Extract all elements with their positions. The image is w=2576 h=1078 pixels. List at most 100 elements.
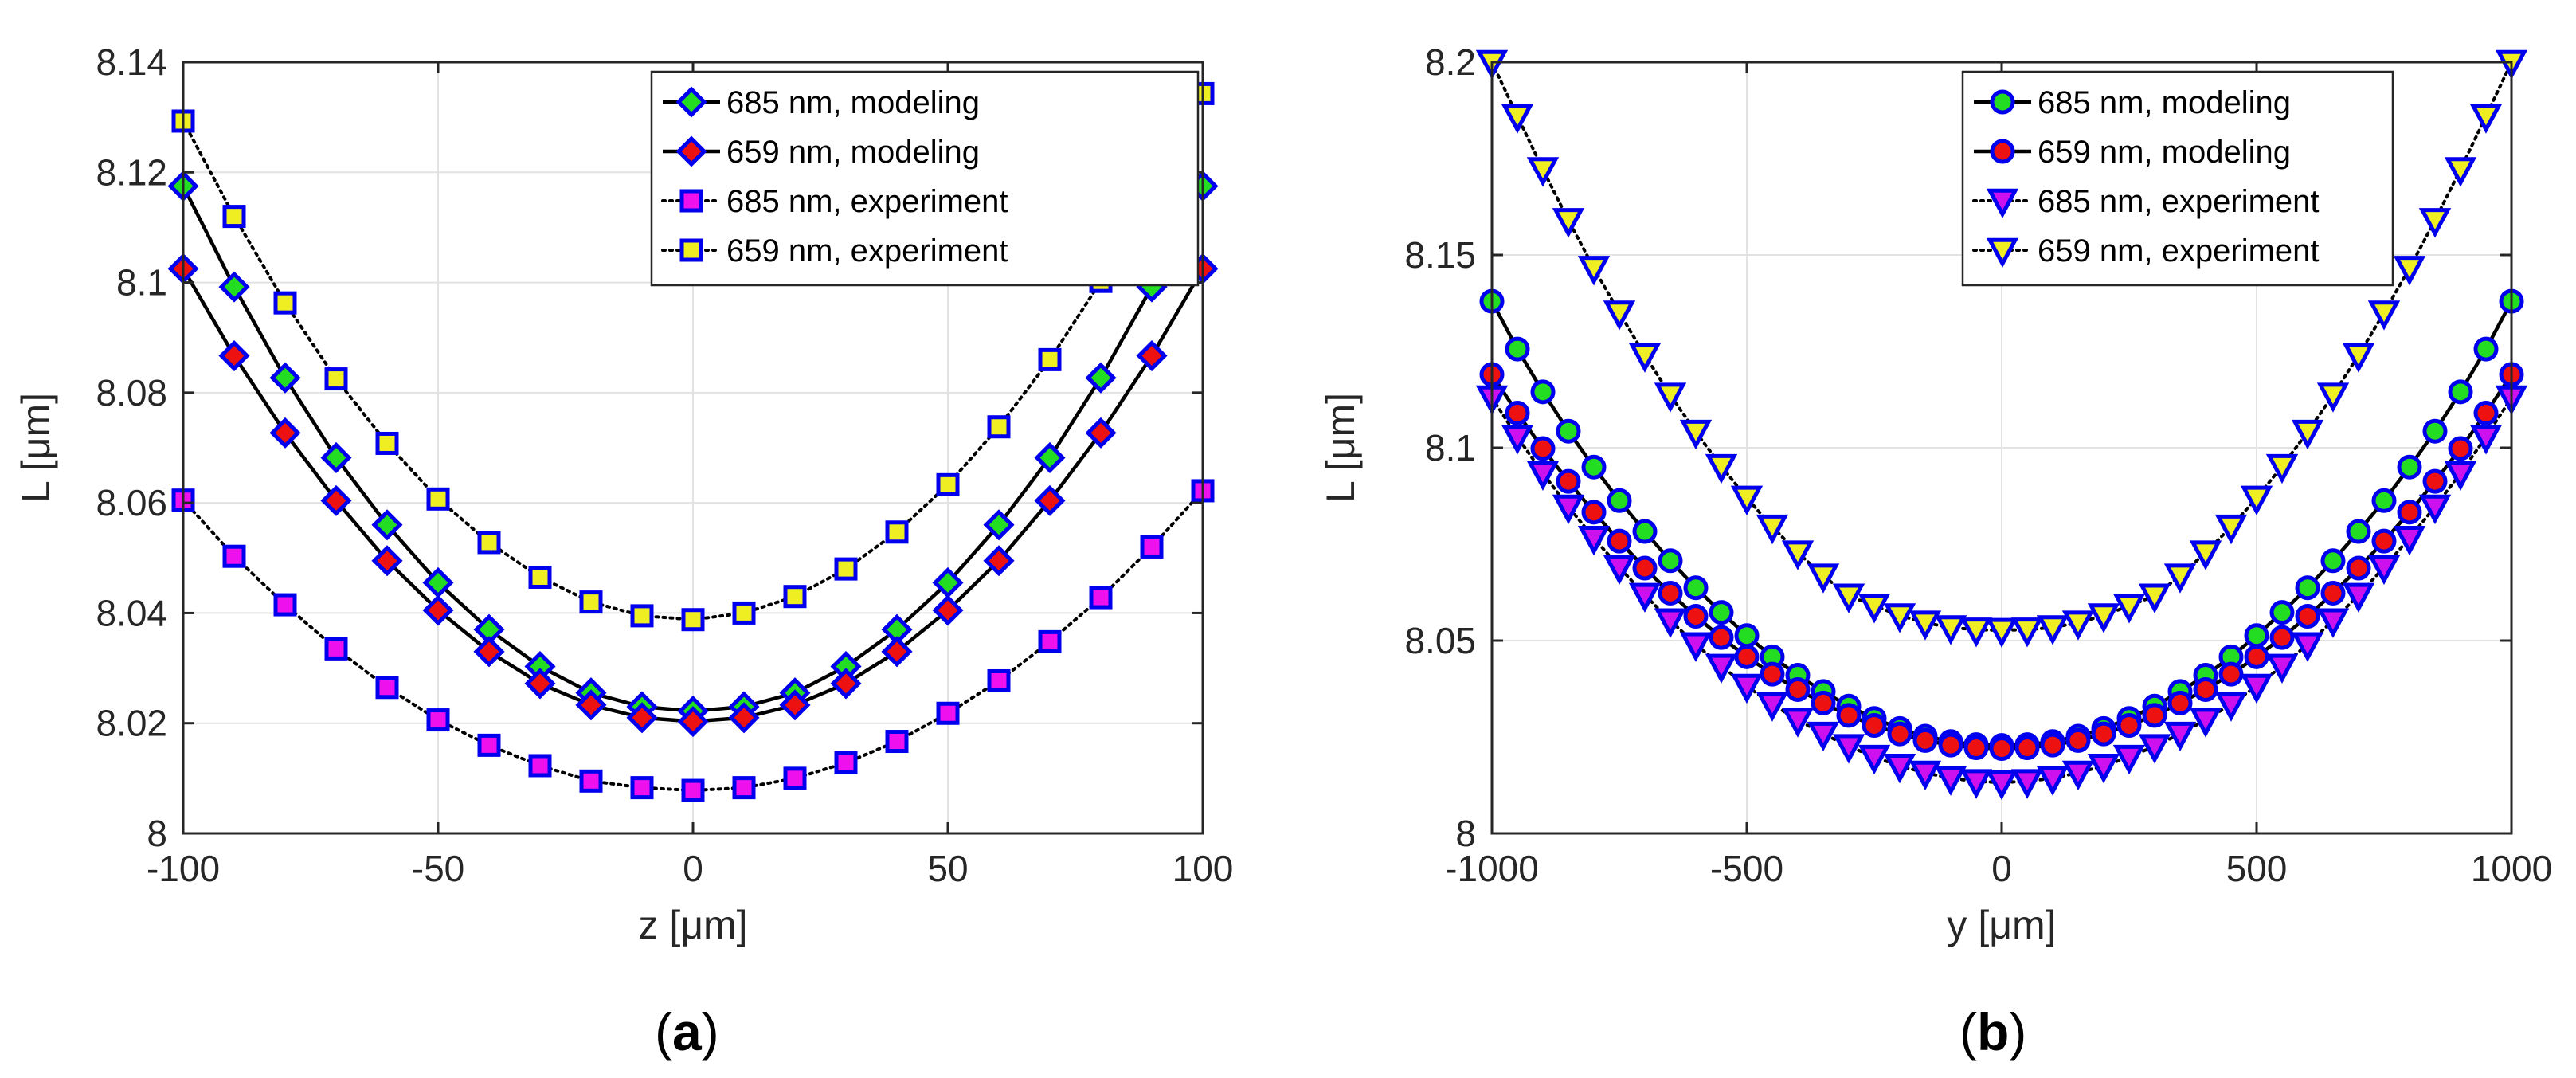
legend-marker [675,135,707,167]
series-markers-4 [1475,49,2528,648]
data-point [477,531,501,555]
data-point [1136,339,1168,372]
caption-letter: b [1977,1002,2009,1061]
data-point [1034,441,1066,473]
data-point [1909,760,1942,791]
data-point [677,706,709,738]
legend-label: 659 nm, experiment [726,233,1008,269]
data-point [1581,500,1607,525]
y-tick-label: 8.1 [116,262,167,304]
series-markers-2 [167,253,1219,738]
data-point [885,520,909,544]
data-point [783,766,807,790]
data-point [2295,604,2320,629]
data-point [936,472,960,496]
data-point [1734,623,1760,649]
data-point [2265,453,2299,484]
data-point [2116,712,2142,738]
data-point [983,509,1015,541]
data-point [2444,157,2477,187]
data-point [1085,362,1117,394]
data-point [728,702,760,734]
y-tick-label: 8.06 [96,482,167,523]
legend-label: 659 nm, experiment [2038,233,2320,269]
data-point [1858,744,1891,775]
data-point [1705,653,1738,684]
legend-box [1961,70,2394,287]
data-point [2469,104,2503,134]
data-point [1607,528,1632,554]
series-markers-2 [1479,362,2524,762]
x-tick-label: -500 [1710,848,1783,889]
data-point [1505,336,1530,362]
data-point [1781,540,1815,570]
data-point [218,271,250,303]
data-point [426,708,450,732]
data-point [732,601,756,625]
x-tick-label: -1000 [1445,848,1539,889]
data-point [1832,734,1865,764]
data-point [1887,721,1912,747]
data-point [1785,676,1811,702]
x-axis-label: z [μm] [638,903,747,947]
data-point [2163,721,2197,752]
data-point [269,362,301,394]
data-point [1581,454,1607,480]
legend-label: 659 nm, modeling [726,135,980,170]
data-point [1683,575,1709,601]
data-point [2346,519,2371,544]
data-point [2269,625,2295,650]
data-point [426,487,450,511]
y-tick-label: 8.15 [1404,234,1476,276]
data-point [2142,703,2167,728]
data-point [1909,610,1942,641]
data-point [222,544,246,568]
x-tick-label: 0 [1991,848,2012,889]
y-axis-label: L [μm] [1318,393,1363,503]
caption-paren-close: ) [702,1002,719,1061]
data-point [1038,629,1062,653]
data-point [1654,608,1687,638]
data-point [1862,712,1887,738]
data-point [1756,514,1789,545]
data-point [2397,500,2422,525]
data-point [1603,555,1636,586]
data-point [2448,379,2473,405]
data-point [1934,615,1967,645]
data-point [2163,563,2197,594]
data-point [1577,256,1611,286]
data-point [1781,708,1815,738]
data-point [1632,555,1658,581]
y-tick-label: 8.04 [96,592,167,633]
legend-marker [675,86,707,118]
y-tick-label: 8.2 [1425,41,1476,83]
data-point [1985,770,2018,801]
data-point [2138,734,2171,764]
data-point [1556,468,1581,494]
data-point [2036,766,2069,796]
data-point [1501,425,1534,455]
data-point [783,585,807,609]
data-point [324,637,348,661]
data-point [2061,610,2095,641]
data-point [579,590,603,614]
data-point [2316,608,2350,638]
data-point [477,733,501,757]
data-point [2112,744,2146,775]
x-tick-label: -100 [147,848,220,889]
data-point [630,604,654,628]
data-point [2367,300,2401,331]
data-point [1705,453,1738,484]
legend-marker [1986,237,2019,269]
data-point [834,751,858,774]
data-point [2087,754,2120,784]
x-tick-label: 50 [927,848,968,889]
caption-paren-open: ( [655,1002,672,1061]
data-point [2138,583,2171,613]
data-point [2061,760,2095,791]
data-point [422,594,454,626]
caption-paren-open: ( [1959,1002,1977,1061]
data-point [2193,676,2218,702]
data-point [2367,555,2401,586]
data-point [2320,548,2346,574]
